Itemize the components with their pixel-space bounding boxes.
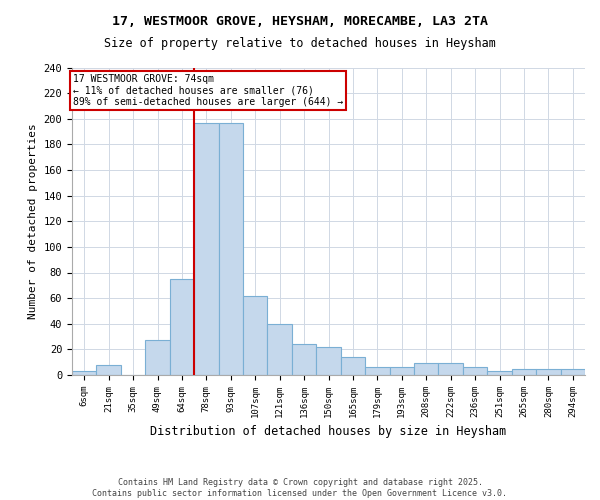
Bar [341,357,365,375]
Bar [389,368,414,375]
X-axis label: Distribution of detached houses by size in Heysham: Distribution of detached houses by size … [151,426,506,438]
Bar [512,368,536,375]
Bar [194,122,218,375]
Text: 17 WESTMOOR GROVE: 74sqm
← 11% of detached houses are smaller (76)
89% of semi-d: 17 WESTMOOR GROVE: 74sqm ← 11% of detach… [73,74,343,107]
Bar [268,324,292,375]
Text: Size of property relative to detached houses in Heysham: Size of property relative to detached ho… [104,38,496,51]
Bar [487,371,512,375]
Bar [243,296,268,375]
Bar [439,364,463,375]
Bar [292,344,316,375]
Bar [170,279,194,375]
Bar [365,368,389,375]
Bar [97,365,121,375]
Bar [316,347,341,375]
Bar [218,122,243,375]
Bar [463,368,487,375]
Text: 17, WESTMOOR GROVE, HEYSHAM, MORECAMBE, LA3 2TA: 17, WESTMOOR GROVE, HEYSHAM, MORECAMBE, … [112,15,488,28]
Y-axis label: Number of detached properties: Number of detached properties [28,124,38,319]
Bar [414,364,439,375]
Bar [560,368,585,375]
Bar [145,340,170,375]
Text: Contains HM Land Registry data © Crown copyright and database right 2025.
Contai: Contains HM Land Registry data © Crown c… [92,478,508,498]
Bar [72,371,97,375]
Bar [536,368,560,375]
